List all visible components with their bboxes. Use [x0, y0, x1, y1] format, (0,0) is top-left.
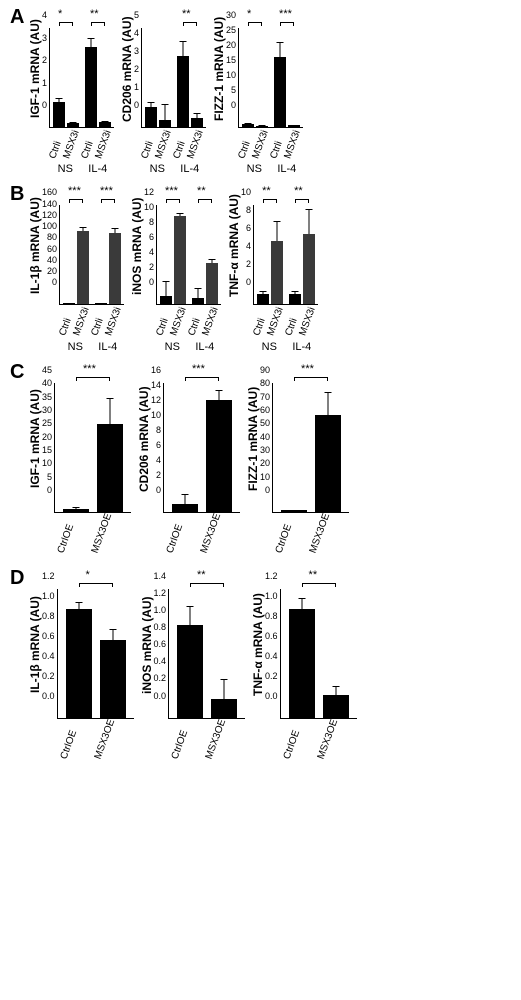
panel-B: BIL-1β mRNA (AU)160140120100806040200***…	[10, 187, 511, 352]
bar-chart: IGF-1 mRNA (AU)43210***CtrliMSX3iCtrliMS…	[28, 10, 114, 175]
bar-chart: IL-1β mRNA (AU)1.21.00.80.60.40.20.0*Ctr…	[28, 571, 134, 765]
y-axis-label: TNF-α mRNA (AU)	[227, 187, 241, 305]
x-tick-label: CtrlOE	[273, 510, 313, 562]
group-label: NS	[59, 341, 92, 353]
significance-label: ***	[165, 185, 178, 197]
significance-label: ***	[301, 363, 314, 375]
panel-A: AIGF-1 mRNA (AU)43210***CtrliMSX3iCtrliM…	[10, 10, 511, 175]
significance-label: ***	[192, 363, 205, 375]
group-label: NS	[238, 163, 271, 175]
y-axis-label: CD206 mRNA (AU)	[137, 365, 151, 513]
significance-label: **	[197, 569, 206, 581]
x-tick-label: MSX3OE	[89, 510, 129, 562]
group-label: NS	[156, 341, 189, 353]
significance-label: ***	[68, 185, 81, 197]
significance-label: **	[197, 185, 206, 197]
significance-label: **	[294, 185, 303, 197]
x-tick-label: MSX3OE	[198, 510, 238, 562]
significance-label: ***	[279, 8, 292, 20]
bar-chart: FIZZ-1 mRNA (AU)9080706050403020100***Ct…	[246, 365, 349, 559]
x-tick-label: CtrlOE	[281, 716, 321, 768]
bar-chart: CD206 mRNA (AU)543210**CtrliMSX3iCtrliMS…	[120, 10, 206, 175]
y-axis-label: IGF-1 mRNA (AU)	[28, 365, 42, 513]
x-tick-label: MSX3OE	[315, 716, 355, 768]
group-label: IL-4	[92, 341, 125, 353]
group-label: IL-4	[82, 163, 115, 175]
group-label: IL-4	[271, 163, 304, 175]
significance-label: **	[182, 8, 191, 20]
panel-label: B	[10, 183, 24, 206]
x-tick-label: CtrlOE	[55, 510, 95, 562]
panel-label: C	[10, 361, 24, 384]
x-tick-label: CtrlOE	[169, 716, 209, 768]
x-tick-label: CtrlOE	[57, 716, 97, 768]
x-tick-label: MSX3OE	[203, 716, 243, 768]
x-tick-label: CtrlOE	[164, 510, 204, 562]
y-axis-label: CD206 mRNA (AU)	[120, 10, 134, 128]
y-axis-label: IL-1β mRNA (AU)	[28, 187, 42, 305]
significance-label: **	[262, 185, 271, 197]
group-label: NS	[253, 341, 286, 353]
y-axis-label: iNOS mRNA (AU)	[130, 187, 144, 305]
x-tick-label: MSX3OE	[91, 716, 131, 768]
group-label: IL-4	[286, 341, 319, 353]
y-axis-label: iNOS mRNA (AU)	[140, 571, 154, 719]
significance-label: **	[90, 8, 99, 20]
significance-label: ***	[83, 363, 96, 375]
y-axis-label: IGF-1 mRNA (AU)	[28, 10, 42, 128]
significance-label: **	[309, 569, 318, 581]
significance-label: *	[247, 8, 251, 20]
group-label: IL-4	[174, 163, 207, 175]
bar-chart: FIZZ-1 mRNA (AU)302520151050****CtrliMSX…	[212, 10, 303, 175]
panel-label: D	[10, 567, 24, 590]
group-label: IL-4	[189, 341, 222, 353]
bar-chart: IL-1β mRNA (AU)160140120100806040200****…	[28, 187, 124, 352]
bar-chart: iNOS mRNA (AU)1.41.21.00.80.60.40.20.0**…	[140, 571, 246, 765]
x-tick-label: MSX3OE	[307, 510, 347, 562]
panel-C: CIGF-1 mRNA (AU)454035302520151050***Ctr…	[10, 365, 511, 559]
bar-chart: TNF-α mRNA (AU)1086420****CtrliMSX3iCtrl…	[227, 187, 318, 352]
group-label: NS	[141, 163, 174, 175]
y-axis-label: TNF-α mRNA (AU)	[251, 571, 265, 719]
bar-chart: IGF-1 mRNA (AU)454035302520151050***Ctrl…	[28, 365, 131, 559]
significance-label: ***	[100, 185, 113, 197]
y-axis-label: IL-1β mRNA (AU)	[28, 571, 42, 719]
significance-label: *	[58, 8, 62, 20]
bar-chart: TNF-α mRNA (AU)1.21.00.80.60.40.20.0**Ct…	[251, 571, 357, 765]
group-label: NS	[49, 163, 82, 175]
panel-label: A	[10, 6, 24, 29]
bar-chart: iNOS mRNA (AU)121086420*****CtrliMSX3iCt…	[130, 187, 221, 352]
panel-D: DIL-1β mRNA (AU)1.21.00.80.60.40.20.0*Ct…	[10, 571, 511, 765]
bar-chart: CD206 mRNA (AU)1614121086420***CtrlOEMSX…	[137, 365, 240, 559]
significance-label: *	[86, 569, 90, 581]
y-axis-label: FIZZ-1 mRNA (AU)	[246, 365, 260, 513]
y-axis-label: FIZZ-1 mRNA (AU)	[212, 10, 226, 128]
